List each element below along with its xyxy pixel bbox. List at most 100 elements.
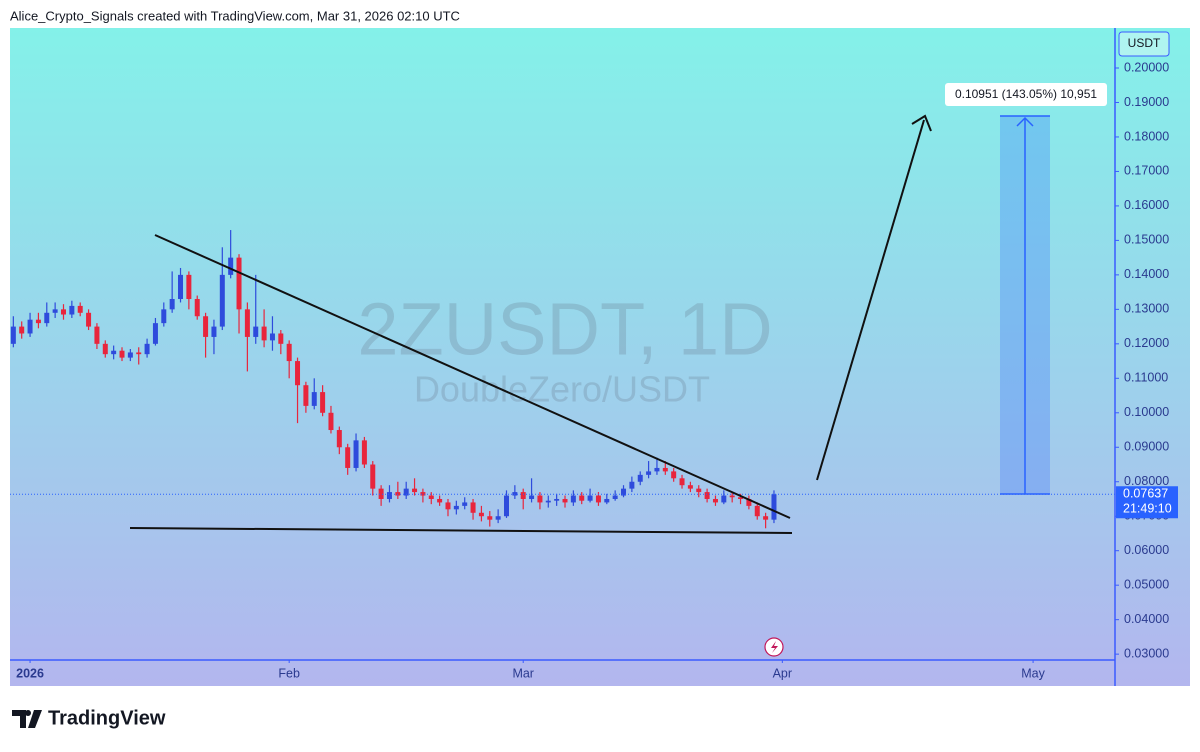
candle-wick [739, 493, 742, 505]
measure-label: 0.10951 (143.05%) 10,951 [955, 87, 1097, 101]
candle-body [704, 492, 710, 499]
candle-wick [765, 512, 767, 529]
candle-wick [255, 274, 257, 344]
candle-body [478, 512, 484, 517]
candle-body [253, 326, 259, 337]
candle-body [679, 478, 685, 486]
measure-label-box [945, 83, 1107, 106]
brand-logo [12, 710, 42, 728]
candle-wick [656, 457, 658, 475]
event-icon-bolt [771, 641, 778, 653]
header-text: Alice_Crypto_Signals created with Tradin… [10, 8, 460, 23]
candle-body [487, 516, 493, 520]
candle-body [186, 274, 192, 300]
candle-wick [530, 478, 533, 503]
trend-line-upper [154, 234, 791, 519]
candle-body [219, 274, 225, 327]
candle-body [236, 257, 242, 310]
candle-body [696, 488, 702, 493]
candle-body [462, 502, 468, 506]
candle-wick [138, 347, 140, 365]
y-tick-label: 0.15000 [1124, 233, 1169, 247]
candle-body [453, 505, 459, 510]
candle-body [86, 312, 92, 327]
candle-body [604, 498, 610, 503]
candle-body [746, 498, 752, 506]
candle-body [203, 316, 209, 337]
candle-body [554, 498, 560, 501]
unit-box [1118, 31, 1170, 57]
candle-body [428, 495, 434, 499]
countdown-label: 21:49:10 [1123, 502, 1172, 516]
candle-wick [589, 488, 591, 503]
candle-body [328, 412, 334, 431]
candle-body [595, 495, 601, 503]
candle-body [763, 516, 769, 520]
y-tick-label: 0.11000 [1124, 371, 1168, 385]
plot-area [2, 230, 1115, 529]
candle-body [579, 495, 585, 501]
candle-body [361, 440, 367, 465]
candle-body [286, 343, 292, 362]
y-tick-label: 0.09000 [1124, 440, 1169, 454]
trend-line-lower [129, 527, 793, 534]
candle-body [27, 319, 33, 334]
projection-arrow [816, 119, 925, 481]
candle-body [721, 495, 727, 503]
candle-body [19, 326, 25, 334]
candle-body [178, 274, 184, 300]
candle-body [495, 516, 501, 520]
candle-body [529, 495, 535, 499]
candle-body [194, 299, 200, 317]
y-tick-label: 0.05000 [1124, 577, 1169, 591]
projection-arrow-head [911, 114, 932, 132]
candle-body [44, 312, 50, 324]
x-tick-label: Apr [773, 666, 792, 680]
y-tick-label: 0.06000 [1124, 543, 1169, 557]
candle-body [637, 474, 643, 482]
candle-body [545, 500, 551, 503]
candle-body [646, 471, 652, 475]
y-tick-label: 0.17000 [1124, 164, 1169, 178]
candle-body [437, 498, 443, 503]
watermark-name: DoubleZero/USDT [414, 369, 710, 410]
candle-body [353, 440, 359, 468]
x-tick-label: 2026 [16, 666, 44, 680]
candle-body [60, 309, 66, 315]
candle-body [2, 344, 7, 361]
candle-wick [171, 271, 173, 313]
x-tick-label: Feb [278, 666, 300, 680]
candle-body [228, 257, 234, 275]
candle-body [412, 488, 418, 493]
x-tick-label: May [1021, 666, 1045, 680]
candle-wick [4, 333, 5, 371]
candle-wick [664, 461, 666, 475]
candle-body [127, 352, 133, 358]
y-tick-label: 0.03000 [1124, 646, 1169, 660]
brand-name: TradingView [48, 707, 166, 729]
y-tick-label: 0.13000 [1124, 302, 1169, 316]
candle-body [754, 505, 760, 517]
candle-body [662, 467, 668, 472]
y-tick-label: 0.10000 [1124, 405, 1169, 419]
candle-body [261, 326, 267, 341]
y-tick-label: 0.08000 [1124, 474, 1169, 488]
candle-body [470, 502, 476, 513]
candle-body [244, 309, 250, 337]
candle-body [621, 488, 627, 496]
candle-wick [246, 302, 248, 372]
candle-body [345, 447, 351, 468]
candle-body [303, 385, 309, 406]
candle-body [336, 430, 342, 448]
y-tick-label: 0.04000 [1124, 612, 1169, 626]
watermark-symbol: 2ZUSDT, 1D [357, 288, 772, 371]
y-tick-label: 0.14000 [1124, 267, 1169, 281]
candle-body [102, 343, 108, 355]
candle-body [687, 485, 693, 489]
candle-body [10, 326, 16, 344]
candle-body [370, 464, 376, 489]
candle-body [295, 361, 301, 386]
candle-body [537, 495, 543, 503]
candle-body [503, 495, 509, 517]
candle-body [612, 495, 618, 499]
